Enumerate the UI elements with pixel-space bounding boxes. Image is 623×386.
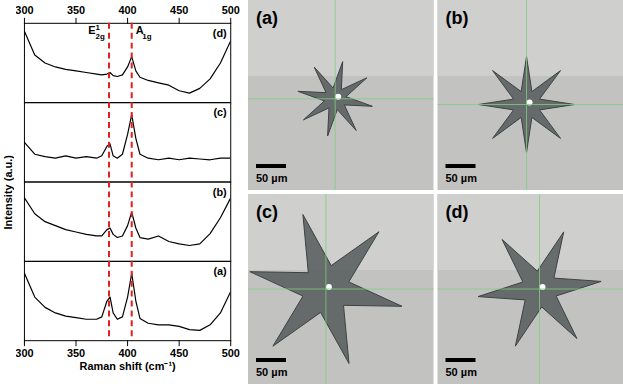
svg-text:(d): (d) bbox=[446, 202, 469, 222]
svg-text:50 µm: 50 µm bbox=[256, 172, 288, 184]
svg-text:(c): (c) bbox=[213, 106, 227, 118]
svg-text:500: 500 bbox=[222, 347, 240, 359]
svg-text:2g: 2g bbox=[95, 32, 104, 41]
svg-text:E: E bbox=[88, 24, 95, 36]
svg-text:A: A bbox=[135, 24, 144, 36]
svg-text:500: 500 bbox=[222, 4, 240, 16]
html-text:Intensity (a.u.): Intensity (a.u.) bbox=[1, 154, 14, 230]
svg-text:1: 1 bbox=[95, 23, 100, 32]
svg-text:450: 450 bbox=[170, 347, 188, 359]
svg-text:300: 300 bbox=[16, 347, 34, 359]
svg-text:350: 350 bbox=[67, 4, 85, 16]
svg-text:50 µm: 50 µm bbox=[256, 366, 288, 378]
svg-text:(a): (a) bbox=[256, 8, 278, 28]
svg-text:(b): (b) bbox=[446, 8, 469, 28]
svg-text:400: 400 bbox=[118, 4, 136, 16]
svg-text:400: 400 bbox=[118, 347, 136, 359]
svg-text:(c): (c) bbox=[256, 202, 278, 222]
svg-text:50 µm: 50 µm bbox=[446, 366, 478, 378]
svg-text:(d): (d) bbox=[213, 27, 227, 39]
svg-text:Raman shift (cm⁻¹): Raman shift (cm⁻¹) bbox=[79, 360, 175, 372]
svg-text:(b): (b) bbox=[213, 186, 227, 198]
svg-text:(a): (a) bbox=[213, 265, 227, 277]
svg-text:300: 300 bbox=[16, 4, 34, 16]
svg-text:50 µm: 50 µm bbox=[446, 172, 478, 184]
svg-text:1g: 1g bbox=[142, 32, 151, 41]
svg-text:450: 450 bbox=[170, 4, 188, 16]
svg-text:350: 350 bbox=[67, 347, 85, 359]
